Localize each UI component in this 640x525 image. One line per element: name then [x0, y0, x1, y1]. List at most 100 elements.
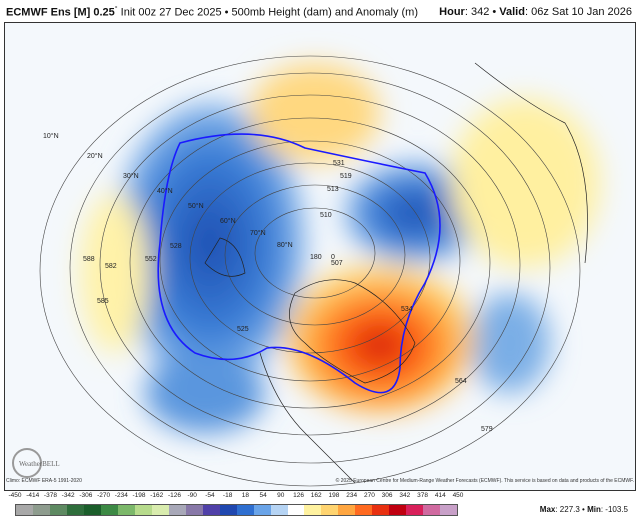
valid-value: : 06z Sat 10 Jan 2026: [524, 6, 632, 18]
colorbar-tick: -378: [43, 492, 57, 499]
svg-text:WeatherBELL: WeatherBELL: [19, 460, 60, 468]
lat-label: 40°N: [157, 187, 173, 195]
positive-anomaly-east: [450, 98, 600, 268]
colorbar-swatch: [440, 505, 458, 515]
colorbar-tick: -54: [205, 492, 215, 499]
max-min: Max: 227.3 • Min: -103.5: [540, 505, 628, 514]
colorbar-tick: 162: [310, 492, 322, 499]
contour-label: 525: [237, 326, 249, 333]
model-name: ECMWF Ens [M] 0.25: [6, 6, 115, 19]
colorbar-swatch: [236, 505, 254, 515]
contour-label: 513: [327, 186, 339, 193]
degree: °: [114, 6, 118, 13]
colorbar-swatch: [372, 505, 390, 515]
negative-anomaly-south: [145, 353, 265, 433]
colorbar-tick: -234: [114, 492, 128, 499]
colorbar-swatch: [100, 505, 118, 515]
positive-anomaly-north: [250, 63, 380, 163]
colorbar-swatch: [287, 505, 305, 515]
colorbar-tick: -306: [79, 492, 93, 499]
copyright-note: © 2025 European Centre for Medium-Range …: [335, 478, 634, 484]
colorbar-tick: -126: [167, 492, 181, 499]
colorbar-tick: 378: [417, 492, 428, 499]
anomaly-map: 10°N 20°N 30°N 40°N 50°N 60°N 70°N 80°N …: [5, 23, 635, 490]
colorbar-swatch: [321, 505, 339, 515]
negative-anomaly-pacific: [115, 103, 305, 383]
colorbar-swatch: [389, 505, 407, 515]
lat-label: 80°N: [277, 241, 293, 249]
colorbar-tick: 198: [328, 492, 340, 499]
colorbar-tick: 306: [381, 492, 393, 499]
colorbar-swatch: [117, 505, 135, 515]
colorbar-tick: 342: [399, 492, 411, 499]
valid-label: Valid: [499, 6, 525, 18]
lat-label: 20°N: [87, 152, 103, 160]
colorbar-swatch: [32, 505, 50, 515]
colorbar-tick: 54: [259, 492, 267, 499]
lat-label: 30°N: [123, 172, 139, 180]
anomaly-shading: [80, 63, 600, 433]
colorbar-swatch: [355, 505, 373, 515]
colorbar-swatch: [338, 505, 356, 515]
colorbar-tick: -450: [8, 492, 22, 499]
colorbar-tick: -18: [222, 492, 233, 499]
colorbar-tick: 18: [241, 492, 249, 499]
colorbar-tick: -342: [61, 492, 75, 499]
contour-label: 552: [145, 256, 157, 263]
map-panel: 10°N 20°N 30°N 40°N 50°N 60°N 70°N 80°N …: [4, 22, 636, 491]
colorbar-swatch: [185, 505, 203, 515]
max-label: Max: [539, 505, 556, 514]
description: Init 00z 27 Dec 2025 • 500mb Height (dam…: [120, 6, 419, 19]
colorbar-swatch: [253, 505, 271, 515]
height-contours: [39, 55, 581, 487]
colorbar-tick: -162: [150, 492, 164, 499]
colorbar-tick: 126: [293, 492, 304, 499]
map-title: ECMWF Ens [M] 0.25° Init 00z 27 Dec 2025…: [6, 6, 418, 19]
colorbar-tick: 270: [363, 492, 375, 499]
contour-label: 531: [333, 160, 345, 167]
colorbar-swatch: [66, 505, 84, 515]
min-value: : -103.5: [600, 505, 628, 514]
positive-anomaly-canada: [285, 263, 475, 413]
colorbar-swatch: [219, 505, 237, 515]
contour-label: 588: [83, 256, 95, 263]
lon-label: 180: [310, 254, 322, 261]
colorbar-tick: -414: [26, 492, 40, 499]
colorbar-swatch: [151, 505, 169, 515]
hour-label: Hour: [439, 6, 465, 18]
colorbar-swatch: [202, 505, 220, 515]
colorbar-swatch: [423, 505, 441, 515]
weatherbell-logo: WeatherBELL: [12, 448, 60, 478]
colorbar-swatch: [406, 505, 424, 515]
colorbar-swatch: [134, 505, 152, 515]
colorbar-tick: -90: [187, 492, 197, 499]
contour-label: 585: [97, 298, 109, 305]
climo-note: Climo: ECMWF ERA-5 1991-2020: [6, 478, 82, 484]
colorbar-swatch: [83, 505, 101, 515]
colorbar-swatch: [16, 505, 33, 515]
contour-label: 519: [340, 173, 352, 180]
lat-label: 50°N: [188, 202, 204, 210]
colorbar-swatch: [270, 505, 288, 515]
positive-anomaly-west: [80, 193, 150, 353]
colorbar-tick: -198: [132, 492, 146, 499]
contour-label: 507: [331, 260, 343, 267]
contour-552: [157, 133, 441, 394]
contour-label: 528: [170, 243, 182, 250]
colorbar-tick: 450: [452, 492, 464, 499]
lon-label: 0: [331, 254, 335, 261]
contour-label: 510: [320, 212, 332, 219]
contour-label: 534: [401, 306, 413, 313]
colorbar-tick: -270: [97, 492, 111, 499]
negative-anomaly-atlantic: [470, 293, 550, 393]
colorbar-tick: 234: [346, 492, 358, 499]
contour-label: 579: [481, 426, 493, 433]
contour-label: 564: [455, 378, 467, 385]
hour-value: : 342 •: [464, 6, 500, 18]
colorbar-swatch: [49, 505, 67, 515]
max-value: : 227.3 •: [555, 505, 588, 514]
colorbar-tick: 414: [434, 492, 446, 499]
coastlines: [204, 62, 588, 484]
contour-label: 582: [105, 263, 117, 270]
colorbar-labels: -450 -414 -378 -342 -306 -270 -234 -198 -162 -126…: [8, 492, 468, 502]
